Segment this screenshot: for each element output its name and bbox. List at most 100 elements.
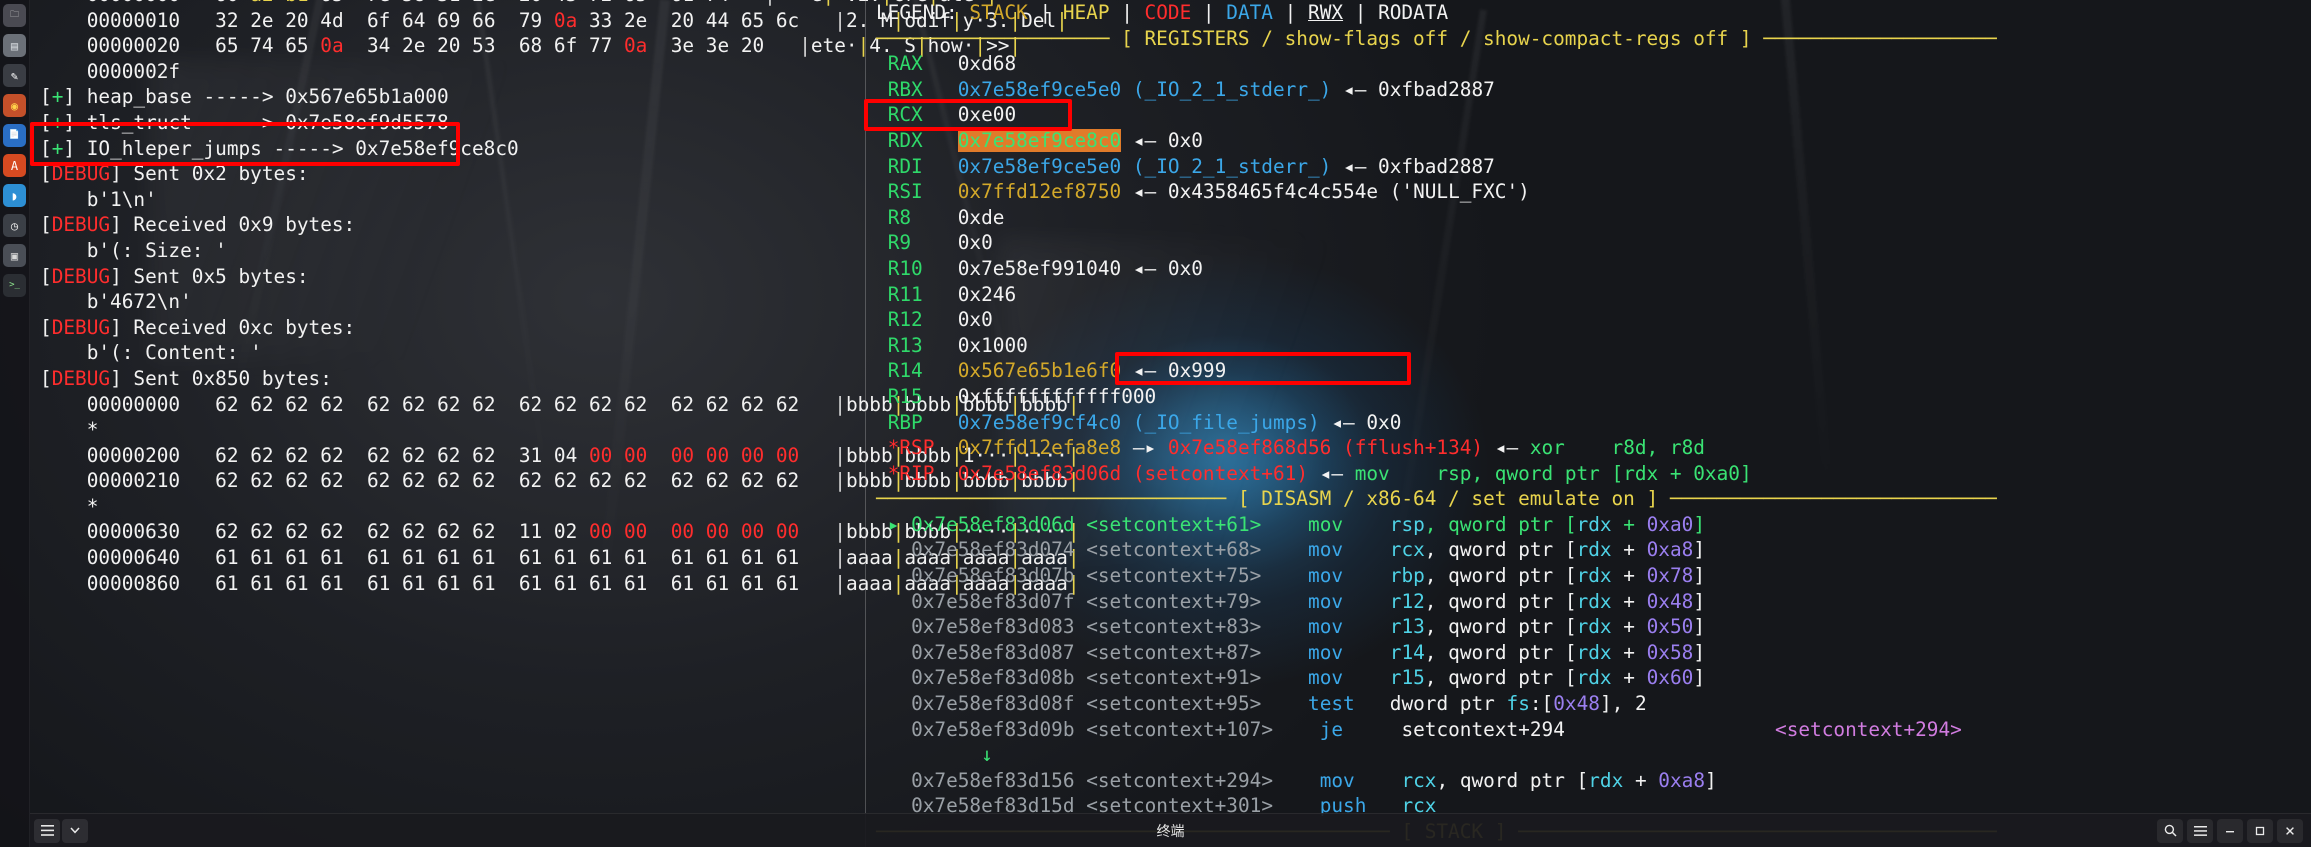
register-value: 0x7e58ef9cf4c0: [957, 410, 1122, 434]
hexdump-separator: |: [928, 0, 940, 6]
hexdump-byte: 66: [472, 8, 496, 32]
terminal-window[interactable]: 00000000 60 a2 b1 65 7e 58 31 2e 20 43 7…: [30, 0, 2311, 847]
disasm-symbol: <setcontext+107>: [1086, 717, 1273, 741]
register-value: 0x0: [957, 308, 993, 332]
register-value: 0x7e58ef83d06d: [957, 461, 1122, 485]
register-deref-value: 0xfbad2887: [1378, 154, 1495, 178]
maximize-button[interactable]: [2247, 818, 2273, 843]
hexdump-byte: 44: [705, 8, 730, 32]
hexdump-byte: 61: [437, 546, 461, 570]
hexdump-offset: 00000000: [87, 0, 180, 6]
disasm-immediate: 0xa8: [1646, 538, 1694, 562]
image-viewer-icon[interactable]: ▤: [3, 34, 26, 57]
hexdump-byte: 62: [437, 469, 461, 493]
disasm-register: r12: [1389, 589, 1425, 613]
hexdump-byte: 62: [285, 520, 309, 544]
hexdump-byte: 00: [624, 443, 648, 467]
menu-icon[interactable]: [2187, 818, 2213, 843]
disasm-address: 0x7e58ef83d074: [911, 538, 1075, 562]
disasm-row: 0x7e58ef83d15d <setcontext+301> push rcx: [876, 793, 1997, 819]
terminal-pane-left[interactable]: 00000000 60 a2 b1 65 7e 58 31 2e 20 43 7…: [30, 0, 1080, 847]
text-editor-icon[interactable]: ✎: [3, 64, 26, 87]
disasm-immediate: 0x60: [1646, 666, 1694, 690]
firefox-icon[interactable]: ◉: [3, 94, 26, 117]
libreoffice-writer-icon[interactable]: 📄: [3, 124, 26, 147]
hexdump-separator: |: [1009, 520, 1022, 544]
log-bracket: [: [40, 136, 52, 160]
register-value: 0x7ffd12efa8e8: [957, 436, 1122, 460]
register-name-rax: RAX: [887, 52, 947, 76]
terminal-pane-right[interactable]: LEGEND: STACK | HEAP | CODE | DATA | RWX…: [865, 0, 2311, 847]
log-bracket: [: [40, 264, 52, 288]
legend-row: LEGEND: STACK | HEAP | CODE | DATA | RWX…: [876, 0, 1997, 26]
terminal-bottom-bar[interactable]: 终端: [30, 813, 2311, 847]
legend-separator: |: [1272, 1, 1309, 24]
disasm-marker: [888, 692, 900, 715]
disasm-mnemonic: je: [1319, 717, 1379, 741]
hexdump-ascii: bbbb: [845, 520, 893, 544]
hexdump-separator: |: [951, 469, 963, 493]
hexdump-byte: 3e: [670, 34, 695, 58]
hexdump-byte: 62: [705, 392, 730, 416]
disasm-register: rdx: [1576, 589, 1612, 613]
calculator-icon[interactable]: ▣: [3, 244, 26, 267]
hamburger-icon[interactable]: [34, 818, 60, 843]
pdf-reader-icon[interactable]: A: [3, 154, 26, 177]
disasm-register: rcx: [1389, 538, 1425, 562]
log-line: b'(: Size: ': [40, 238, 1080, 264]
hexdump-separator: |: [764, 0, 776, 6]
close-button[interactable]: [2277, 818, 2303, 843]
hexdump-offset: 00000020: [86, 34, 181, 58]
disasm-symbol: <setcontext+95>: [1086, 692, 1262, 716]
log-bracket: [: [40, 213, 52, 237]
hexdump-separator: |: [1009, 34, 1022, 58]
hexdump-byte: 62: [320, 443, 344, 467]
hexdump-row: 00000020 65 74 65 0a 34 2e 20 53 68 6f 7…: [40, 33, 1080, 59]
log-debug-tag: DEBUG: [51, 264, 111, 288]
hexdump-separator: |: [1009, 469, 1022, 493]
terminal-icon[interactable]: >_: [3, 274, 26, 297]
log-bracket: ]: [110, 366, 122, 390]
hexdump-byte: 20: [285, 8, 309, 32]
clock-icon[interactable]: ◷: [3, 214, 26, 237]
disasm-marker: [888, 769, 900, 792]
log-bracket: [: [40, 366, 52, 390]
log-bracket: ]: [110, 264, 122, 288]
chat-icon[interactable]: ◗: [3, 184, 26, 207]
hexdump-byte: 62: [250, 520, 274, 544]
log-bracket: [: [40, 315, 52, 339]
search-icon[interactable]: [2157, 818, 2183, 843]
hexdump-ascii: ~Vi.: [834, 0, 881, 6]
register-name-rdx: RDX: [887, 128, 947, 152]
hexdump-ascii: bbbb: [904, 520, 952, 544]
register-row: RBX 0x7e58ef9ce5e0 (_IO_2_1_stderr_) ◂— …: [876, 77, 1997, 103]
hexdump-separator: |: [986, 0, 998, 6]
register-deref-arrow: ◂—: [1331, 77, 1379, 101]
disasm-symbol: <setcontext+61>: [1086, 512, 1262, 536]
hexdump-separator: |: [834, 392, 846, 416]
chevron-down-icon[interactable]: [62, 818, 88, 843]
register-value: 0x7e58ef9ce5e0: [957, 154, 1122, 178]
hexdump-row: 00000640 61 61 61 61 61 61 61 61 61 61 6…: [40, 545, 1080, 571]
register-value: 0x1000: [957, 333, 1028, 357]
register-row: R11 0x246: [876, 282, 1997, 308]
register-name-rsp: *RSP: [887, 436, 947, 460]
hexdump-separator: |: [1067, 469, 1080, 493]
terminal-body[interactable]: 00000000 60 a2 b1 65 7e 58 31 2e 20 43 7…: [30, 0, 2311, 847]
desktop-dock[interactable]: 🗀 ▤ ✎ ◉ 📄 A ◗ ◷ ▣ >_: [0, 0, 30, 847]
disasm-register: r15: [1389, 666, 1425, 690]
disasm-register: r13: [1389, 615, 1425, 639]
disasm-symbol: <setcontext+75>: [1086, 564, 1262, 588]
disasm-symbol: <setcontext+294>: [1086, 768, 1273, 792]
hexdump-byte: 31: [518, 443, 543, 467]
minimize-button[interactable]: [2217, 818, 2243, 843]
files-icon[interactable]: 🗀: [3, 4, 26, 27]
log-line: [DEBUG] Sent 0x5 bytes:: [40, 264, 1080, 290]
register-value: 0x0: [957, 231, 993, 255]
hexdump-byte: 61: [670, 571, 695, 595]
disasm-symbol: <setcontext+83>: [1086, 615, 1262, 639]
register-symbol: (_IO_file_jumps): [1121, 410, 1320, 434]
hexdump-byte: 61: [472, 571, 496, 595]
disasm-row: 0x7e58ef83d08b <setcontext+91> mov r15, …: [876, 665, 1997, 691]
rule-left: ──────────────────────────────: [876, 487, 1227, 511]
